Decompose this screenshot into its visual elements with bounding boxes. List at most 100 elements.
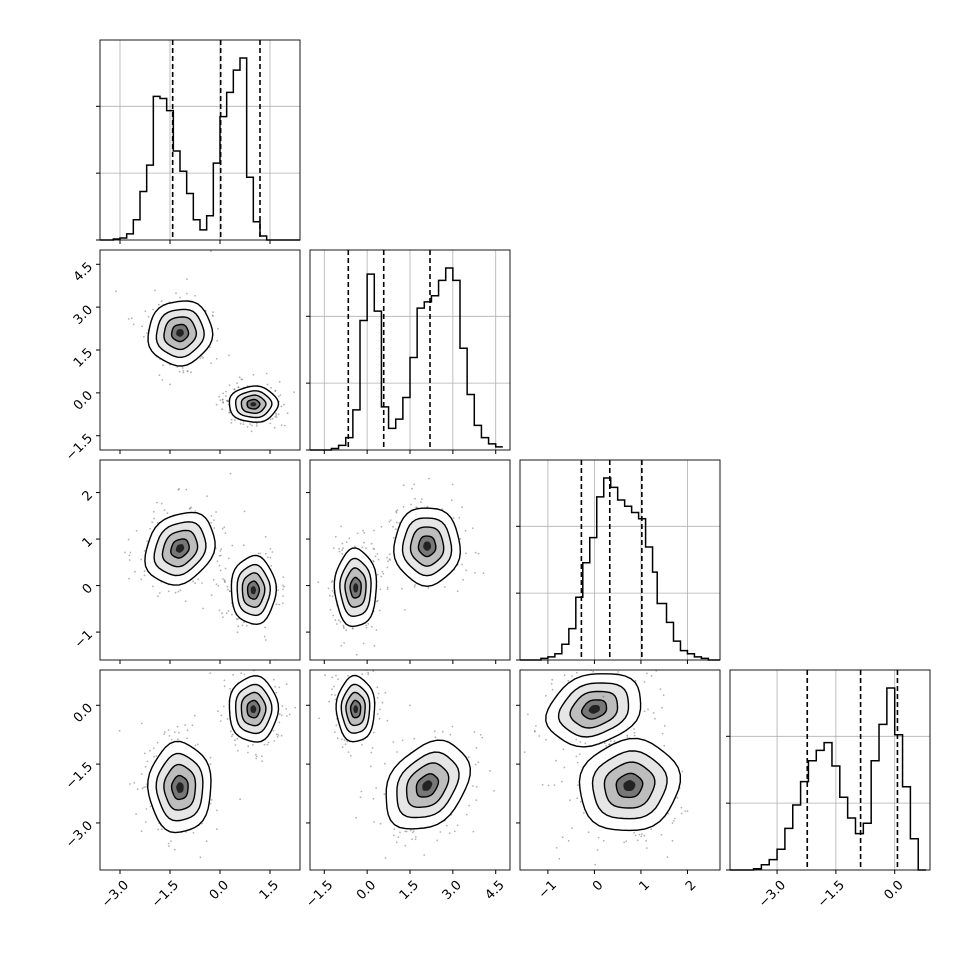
scatter-point [184, 724, 187, 726]
scatter-point [367, 673, 370, 676]
scatter-point [226, 718, 229, 720]
scatter-point [389, 559, 391, 561]
scatter-point [212, 315, 214, 317]
scatter-point [143, 550, 146, 552]
scatter-point [352, 627, 354, 630]
scatter-point [152, 308, 154, 311]
scatter-point [143, 786, 146, 789]
scatter-point [551, 678, 554, 681]
scatter-point [423, 854, 426, 856]
scatter-point [241, 378, 244, 381]
scatter-point [459, 538, 462, 540]
scatter-point [673, 820, 675, 822]
scatter-point [281, 705, 284, 707]
density-panel-3-4 [523, 662, 689, 866]
scatter-point [387, 560, 389, 563]
scatter-point [626, 662, 628, 664]
scatter-point [186, 729, 189, 732]
scatter-point [209, 802, 212, 805]
scatter-point [368, 658, 370, 660]
scatter-point [456, 590, 459, 593]
scatter-point [252, 373, 255, 376]
scatter-point [356, 532, 359, 535]
scatter-point [342, 627, 345, 629]
scatter-point [601, 742, 603, 744]
contour-line [591, 750, 668, 820]
scatter-point [467, 756, 470, 759]
scatter-point [224, 581, 227, 583]
scatter-point [338, 547, 341, 550]
scatter-point [170, 738, 173, 741]
x-tick-label: 0 [590, 878, 606, 894]
scatter-point [576, 797, 579, 800]
density-fill [588, 705, 600, 714]
scatter-point [140, 830, 143, 832]
scatter-point [233, 388, 236, 391]
scatter-point [474, 551, 477, 554]
scatter-point [343, 739, 346, 742]
scatter-point [363, 541, 365, 544]
scatter-point [399, 831, 401, 834]
scatter-point [191, 724, 194, 727]
scatter-point [671, 822, 674, 824]
scatter-point [247, 745, 250, 748]
contour-line [385, 739, 472, 830]
y-tick-labels: −1.5 0.0 1.5 3.0 4.5 −1 0 1 2 −3.0 −1.5 0.0 [63, 260, 96, 852]
scatter-point [234, 744, 237, 746]
contour-line [170, 774, 189, 801]
y-tick-label: 3.0 [71, 303, 96, 328]
contour-line [155, 308, 205, 359]
scatter-point [641, 833, 643, 835]
scatter-point [218, 395, 221, 398]
scatter-point [209, 756, 212, 759]
scatter-point [282, 588, 284, 591]
scatter-point [278, 721, 281, 724]
scatter-point [140, 773, 143, 775]
scatter-point [575, 755, 578, 758]
scatter-point [558, 857, 561, 860]
scatter-point [329, 594, 331, 597]
scatter-point [404, 844, 407, 847]
x-tick-label: −1.5 [815, 878, 848, 911]
scatter-point [231, 735, 233, 738]
scatter-point [324, 674, 326, 677]
scatter-point [456, 824, 459, 827]
scatter-point [361, 546, 364, 549]
scatter-point [178, 487, 180, 490]
scatter-point [190, 371, 192, 374]
scatter-point [342, 547, 344, 549]
scatter-point [179, 296, 181, 299]
density-fill [422, 780, 433, 791]
scatter-point [465, 813, 468, 816]
scatter-point [219, 550, 222, 552]
scatter-point [646, 672, 648, 675]
scatter-point [182, 369, 185, 372]
scatter-point [160, 828, 163, 831]
contour-line [393, 507, 462, 588]
scatter-point [200, 355, 203, 358]
scatter-point [327, 587, 330, 590]
scatter-point [441, 508, 444, 511]
scatter-point [228, 411, 231, 414]
scatter-point [228, 590, 231, 593]
scatter-point [190, 506, 193, 509]
x-tick-label: 3.0 [440, 878, 465, 903]
scatter-point [533, 729, 536, 732]
scatter-point [169, 383, 172, 386]
scatter-point [202, 607, 205, 610]
scatter-point [640, 835, 643, 838]
scatter-point [157, 595, 159, 598]
scatter-point [274, 685, 277, 688]
scatter-point [146, 332, 148, 334]
scatter-point [396, 509, 399, 512]
x-tick-label: 1 [636, 878, 652, 894]
scatter-point [461, 563, 464, 566]
scatter-point [445, 824, 448, 827]
scatter-point [197, 578, 200, 581]
scatter-point [231, 613, 233, 616]
scatter-point [238, 376, 241, 379]
scatter-point [334, 698, 337, 701]
scatter-point [413, 737, 416, 740]
scatter-point [590, 662, 592, 664]
scatter-point [680, 806, 683, 809]
